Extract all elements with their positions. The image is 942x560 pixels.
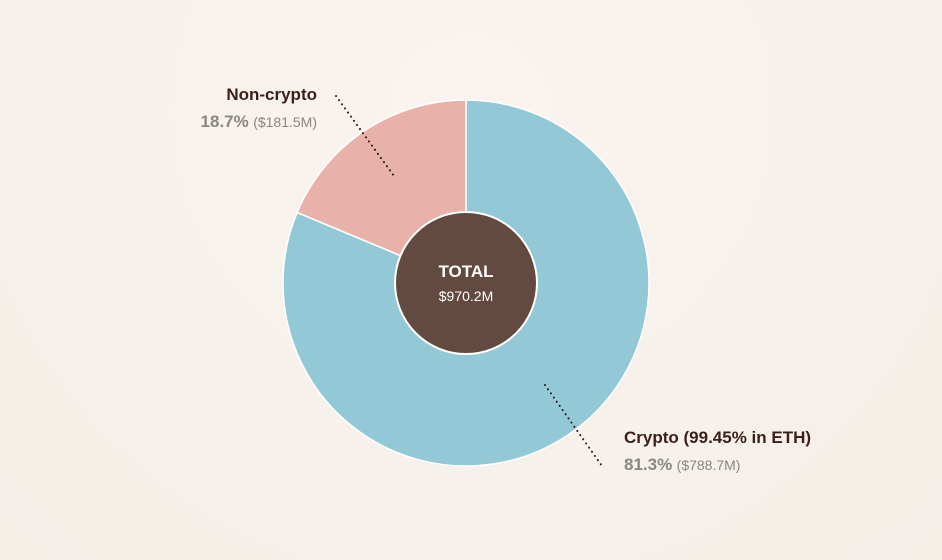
center-title: TOTAL [438, 262, 493, 281]
slice-value-non-crypto: 18.7% ($181.5M) [196, 111, 317, 134]
leader-line-crypto [544, 384, 603, 467]
slice-label-crypto: Crypto (99.45% in ETH) 81.3% ($788.7M) [624, 427, 811, 477]
slice-percent-non-crypto: 18.7% [200, 111, 249, 131]
slice-name-crypto: Crypto (99.45% in ETH) [624, 428, 812, 447]
leader-lines-group [335, 95, 603, 467]
slice-label-non-crypto: Non-crypto 18.7% ($181.5M) [196, 84, 317, 134]
slice-amount-crypto: ($788.7M) [676, 456, 741, 473]
center-value: $970.2M [439, 288, 493, 304]
slice-amount-non-crypto: ($181.5M) [253, 113, 317, 130]
leader-line-non-crypto [335, 95, 395, 177]
slice-name-non-crypto: Non-crypto [226, 85, 317, 104]
slice-percent-crypto: 81.3% [624, 454, 673, 474]
slice-value-crypto: 81.3% ($788.7M) [624, 454, 811, 477]
center-circle [394, 211, 538, 355]
